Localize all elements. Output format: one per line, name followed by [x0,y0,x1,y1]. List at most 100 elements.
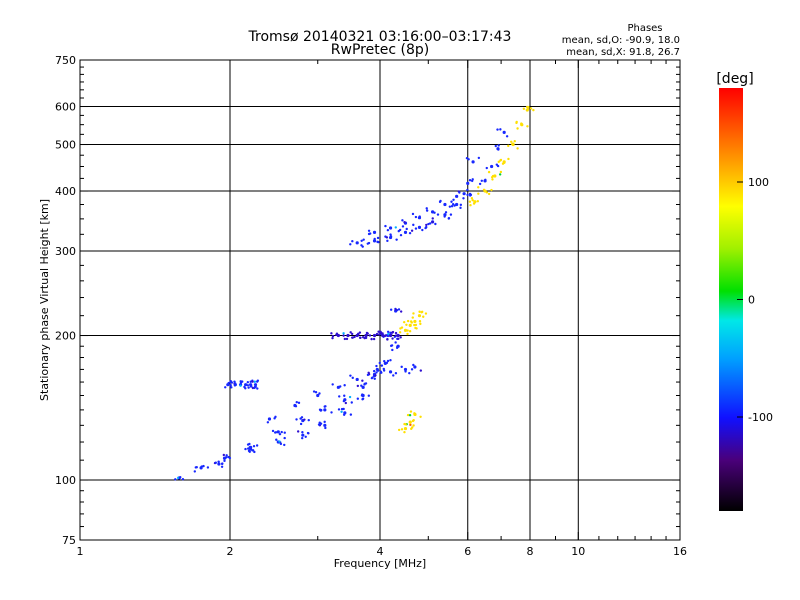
data-point-scatter [230,386,233,389]
data-point-scatter [412,424,415,427]
data-point-scatter [418,226,422,229]
data-point-scatter [399,336,402,339]
data-point-scatter [345,337,349,341]
data-point [408,323,412,327]
data-point-scatter [516,147,519,150]
y-axis-label: Stationary phase Virtual Height [km] [38,199,51,401]
data-point-scatter [394,334,398,337]
data-point-scatter [389,331,392,335]
data-point-scatter [229,384,232,387]
data-point-scatter [491,174,495,178]
data-point-scatter [414,323,418,327]
data-point-scatter [225,454,228,457]
data-point-scatter [376,369,380,372]
data-point [316,393,320,398]
data-point-scatter [390,333,393,337]
data-point-scatter [256,387,259,390]
y-tick-label: 100 [55,474,76,487]
data-point-scatter [410,427,413,431]
data-point [355,241,359,245]
data-point-scatter [351,239,354,243]
data-point-scatter [409,423,412,427]
data-point-scatter [266,421,270,424]
stats-line1: mean, sd,O: -90.9, 18.0 [562,35,680,46]
data-point-scatter [448,205,452,208]
data-point-scatter [418,320,422,323]
data-point-scatter [331,383,334,386]
data-point-scatter [410,368,414,371]
data-point-scatter [403,220,406,224]
data-point [466,181,470,185]
chart-title-line1: Tromsø 20140321 03:16:00–03:17:43 [248,29,512,45]
data-point-scatter [401,219,404,222]
data-point-scatter [358,331,362,334]
data-point-scatter [348,395,352,399]
data-point-scatter [229,380,233,383]
data-point-scatter [274,431,278,434]
data-point-scatter [397,428,401,432]
data-point [403,328,408,332]
data-point-scatter [425,209,429,212]
data-point [413,365,417,369]
data-point-scatter [246,384,250,387]
data-point-scatter [385,236,389,239]
data-point-scatter [490,188,493,192]
data-point-scatter [431,220,434,224]
data-point-scatter [459,206,462,210]
data-point-scatter [484,178,487,182]
data-point-scatter [307,418,310,422]
data-point-scatter [520,122,523,125]
data-point-scatter [505,135,509,138]
data-point-scatter [516,127,519,130]
y-tick-label: 600 [55,101,76,114]
data-point-scatter [408,413,412,417]
data-point-scatter [359,336,362,339]
data-point-scatter [389,233,392,236]
data-point-scatter [485,166,488,170]
data-point-scatter [331,336,334,340]
data-point-scatter [377,333,381,336]
data-point-scatter [200,465,203,468]
data-point-scatter [389,359,392,362]
y-tick-label: 300 [55,245,76,258]
data-point-scatter [378,330,381,334]
data-point-scatter [468,194,472,197]
data-point-scatter [389,235,393,238]
data-point-scatter [436,213,440,216]
data-point-scatter [361,245,364,248]
data-point [471,160,475,164]
data-point-scatter [482,188,486,192]
data-point-scatter [360,384,363,387]
data-point-scatter [193,470,197,473]
data-point-scatter [368,334,372,337]
data-point-scatter [206,466,210,469]
data-point-scatter [373,237,376,241]
data-point-scatter [411,212,415,216]
data-point-scatter [294,404,298,408]
data-point-scatter [295,418,298,421]
data-point-scatter [386,330,390,334]
data-point-scatter [366,373,370,377]
data-point-scatter [394,308,397,311]
data-point-scatter [343,394,346,397]
data-point-scatter [273,417,276,420]
data-point-scatter [244,447,247,451]
data-point-scatter [408,231,412,235]
data-point-scatter [349,374,352,377]
data-point-scatter [386,338,389,341]
data-point-scatter [384,334,388,337]
data-point-scatter [491,178,494,181]
data-point-scatter [356,384,360,388]
data-point-scatter [469,203,472,207]
data-point [301,433,305,437]
data-point-scatter [496,128,499,131]
data-point-scatter [366,332,369,335]
data-point-scatter [252,444,256,448]
data-point [276,430,280,434]
data-point-scatter [296,430,300,433]
data-point [413,319,417,324]
colorbar-tick-label: -100 [748,411,773,424]
data-point-scatter [494,144,497,148]
data-point-scatter [477,156,481,160]
data-point-scatter [375,371,378,374]
